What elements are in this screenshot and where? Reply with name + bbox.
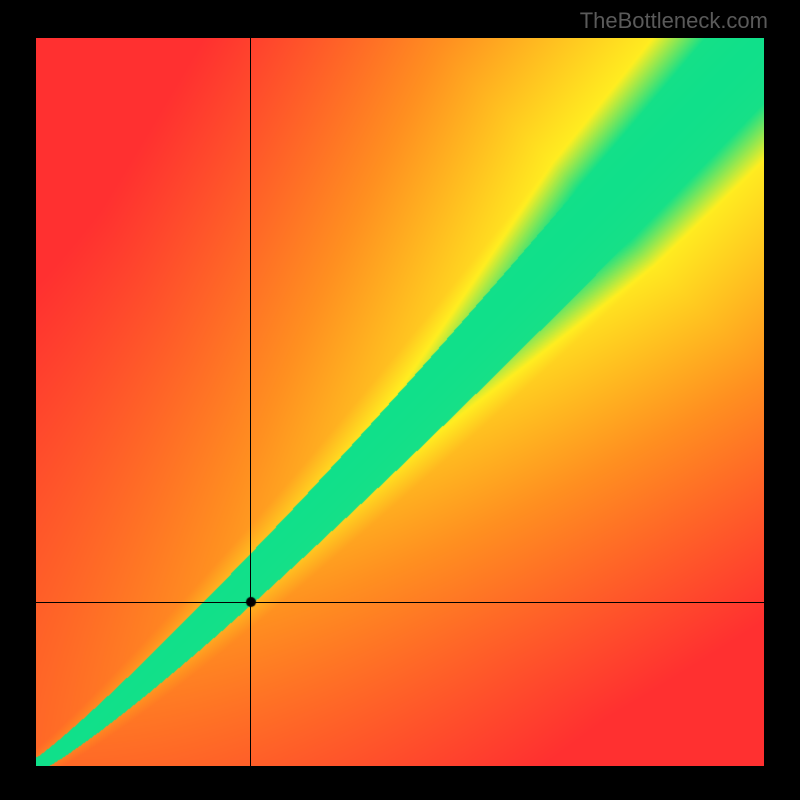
crosshair-horizontal: [36, 602, 764, 603]
watermark-text: TheBottleneck.com: [580, 8, 768, 34]
heatmap-canvas: [36, 38, 764, 766]
heatmap-plot: [36, 38, 764, 766]
crosshair-vertical: [250, 38, 251, 766]
